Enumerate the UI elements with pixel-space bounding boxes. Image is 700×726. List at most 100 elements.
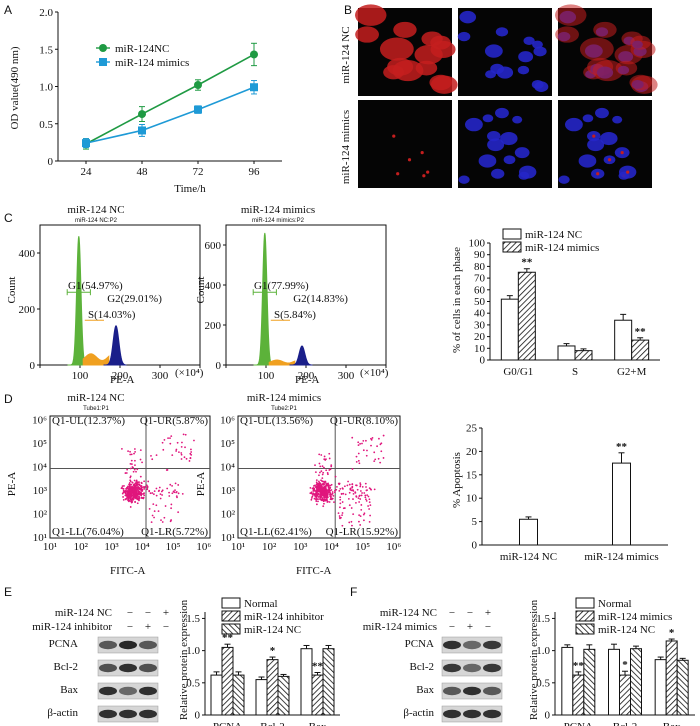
sign: − <box>449 607 455 619</box>
event-dot <box>330 465 333 468</box>
y-tick-label: 0 <box>472 540 478 552</box>
significance-mark: ** <box>222 632 234 644</box>
bar <box>255 679 268 716</box>
band <box>483 663 501 673</box>
bar <box>322 648 335 716</box>
y-tick-label: 10¹ <box>221 532 235 544</box>
band-label: Bcl-2 <box>410 661 434 673</box>
event-dot <box>321 499 323 502</box>
event-dot <box>177 492 180 495</box>
panel-f-row-nc: miR-124 NC <box>380 607 437 619</box>
event-dot <box>155 487 158 490</box>
event-dot <box>351 468 354 470</box>
event-dot <box>314 493 317 495</box>
legend-swatch <box>221 610 241 622</box>
event-dot <box>326 501 329 503</box>
event-dot <box>364 496 367 499</box>
event-dot <box>130 459 133 462</box>
g1-label: G1(54.97%) <box>68 280 123 292</box>
event-dot <box>332 495 335 497</box>
event-dot <box>170 435 173 438</box>
bar <box>557 345 576 361</box>
event-dot <box>330 495 332 498</box>
event-dot <box>370 437 372 440</box>
hist1-ylabel: Count <box>6 277 18 304</box>
panel-a-xlabel: Time/h <box>174 183 206 195</box>
data-point <box>250 50 258 59</box>
nucleus <box>487 138 505 152</box>
dot1-xlabel: FITC-A <box>110 565 146 577</box>
nucleus <box>500 131 518 146</box>
y-tick-label: 10⁵ <box>220 438 235 450</box>
event-dot <box>382 457 385 459</box>
event-dot <box>170 507 173 510</box>
event-dot <box>124 492 127 495</box>
event-dot <box>326 482 328 485</box>
event-dot <box>317 500 319 503</box>
event-dot <box>318 489 321 491</box>
nucleus <box>523 36 535 45</box>
legend-swatch <box>502 241 522 253</box>
event-dot <box>139 458 142 461</box>
legend-label: miR-124 NC <box>598 624 655 636</box>
event-dot <box>322 488 325 491</box>
event-dot <box>130 499 133 502</box>
event-dot <box>348 483 351 486</box>
y-tick-label: 1.0 <box>39 82 53 94</box>
legend-swatch <box>502 228 522 240</box>
cytoplasm-stain <box>396 172 400 176</box>
cytoplasm-stain <box>392 134 396 138</box>
band <box>443 640 461 650</box>
event-dot <box>188 460 191 462</box>
y-tick-label: 200 <box>19 304 36 316</box>
cytoplasm-stain <box>593 21 617 38</box>
event-dot <box>126 490 129 493</box>
event-dot <box>190 451 193 453</box>
event-dot <box>132 466 134 469</box>
event-dot <box>319 491 322 494</box>
event-dot <box>312 492 315 495</box>
event-dot <box>331 491 334 493</box>
event-dot <box>314 495 317 498</box>
bar <box>210 674 223 716</box>
event-dot <box>166 487 169 490</box>
cytoplasm-stain <box>592 60 624 82</box>
cytoplasm-stain <box>415 60 438 76</box>
band <box>463 663 481 673</box>
event-dot <box>183 456 186 459</box>
event-dot <box>128 496 131 499</box>
event-dot <box>128 482 131 484</box>
y-tick-label: 5 <box>472 516 478 528</box>
band <box>119 686 137 696</box>
event-dot <box>141 486 144 489</box>
x-tick-label: 10⁵ <box>166 541 181 553</box>
event-dot <box>379 461 382 464</box>
y-tick-label: 0.5 <box>39 119 53 131</box>
nucleus <box>464 117 483 132</box>
event-dot <box>129 476 132 479</box>
event-dot <box>331 492 334 495</box>
event-dot <box>180 452 183 454</box>
event-dot <box>176 441 179 444</box>
band-label: β-actin <box>47 707 78 719</box>
event-dot <box>128 489 131 492</box>
event-dot <box>322 505 325 508</box>
event-dot <box>323 502 325 505</box>
nucleus <box>587 138 605 152</box>
event-dot <box>129 506 132 508</box>
panel-label-a: A <box>4 3 12 17</box>
event-dot <box>358 514 361 517</box>
event-dot <box>313 497 316 500</box>
panel-a-line-chart: OD value(490 nm) Time/h miR-124NC miR-12… <box>9 43 206 195</box>
event-dot <box>324 496 327 499</box>
cytoplasm-stain <box>620 151 624 155</box>
event-dot <box>189 452 192 455</box>
event-dot <box>122 487 124 490</box>
x-tick-label: 100 <box>72 370 89 382</box>
bar <box>654 659 667 716</box>
event-dot <box>348 504 351 507</box>
bar <box>631 339 650 361</box>
panel-e-row-nc: miR-124 NC <box>55 607 112 619</box>
event-dot <box>357 441 360 444</box>
